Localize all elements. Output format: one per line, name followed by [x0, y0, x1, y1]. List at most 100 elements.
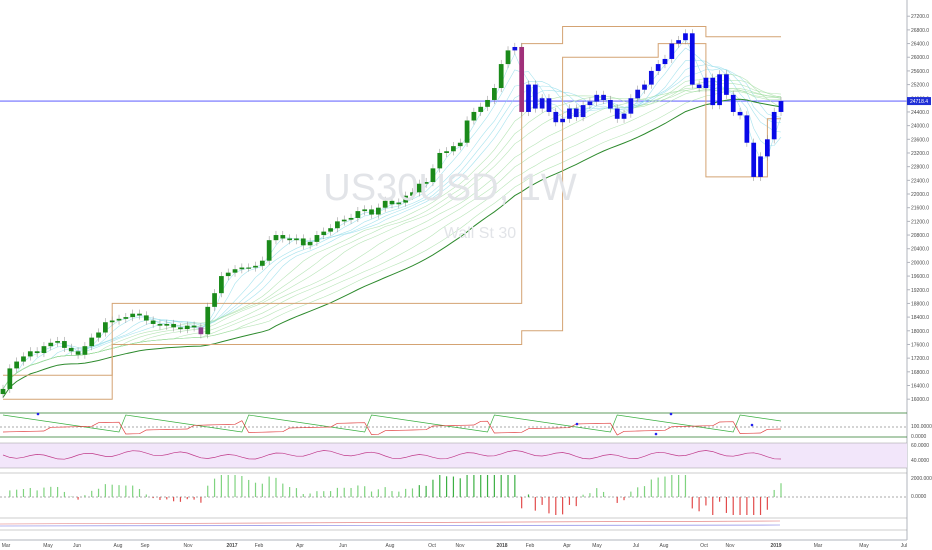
candle-body[interactable] — [444, 151, 449, 153]
candle-body[interactable] — [642, 84, 647, 90]
candle-body[interactable] — [737, 111, 743, 116]
candle-body[interactable] — [505, 50, 511, 65]
candle-body[interactable] — [614, 108, 620, 119]
candle-body[interactable] — [307, 241, 313, 246]
candle-body[interactable] — [662, 58, 668, 65]
candle-body[interactable] — [75, 351, 81, 355]
candle-body[interactable] — [300, 238, 306, 246]
candle-body[interactable] — [219, 276, 224, 294]
candle-body[interactable] — [478, 106, 484, 112]
candle-body[interactable] — [594, 94, 600, 102]
candle-body[interactable] — [669, 43, 675, 59]
candle-body[interactable] — [164, 323, 170, 326]
candle-body[interactable] — [560, 118, 565, 123]
candle-body[interactable] — [519, 46, 525, 112]
candle-body[interactable] — [587, 101, 593, 106]
candle-body[interactable] — [82, 346, 88, 355]
candle-body[interactable] — [710, 77, 716, 106]
candle-body[interactable] — [62, 341, 67, 348]
candle-body[interactable] — [410, 192, 415, 196]
oscillator-pane-4[interactable] — [0, 517, 907, 531]
candle-body[interactable] — [382, 200, 388, 208]
candle-body[interactable] — [730, 94, 736, 112]
candle-body[interactable] — [485, 99, 490, 107]
candle-body[interactable] — [580, 105, 586, 118]
oscillator-pane-3[interactable] — [0, 472, 907, 515]
candle-body[interactable] — [280, 235, 286, 239]
candle-body[interactable] — [27, 351, 33, 357]
candle-body[interactable] — [287, 238, 292, 241]
candle-body[interactable] — [778, 101, 784, 112]
candle-body[interactable] — [451, 146, 456, 152]
candle-body[interactable] — [717, 74, 722, 106]
candle-body[interactable] — [123, 317, 129, 319]
candle-body[interactable] — [512, 46, 518, 51]
candle-body[interactable] — [464, 120, 470, 143]
candle-body[interactable] — [403, 195, 409, 203]
candle-body[interactable] — [751, 142, 757, 177]
candle-body[interactable] — [724, 74, 729, 95]
candle-body[interactable] — [198, 327, 204, 335]
candle-body[interactable] — [266, 240, 272, 261]
candle-body[interactable] — [389, 200, 395, 205]
candle-body[interactable] — [7, 368, 13, 389]
candle-body[interactable] — [14, 361, 20, 369]
candle-body[interactable] — [744, 115, 750, 143]
candle-body[interactable] — [89, 337, 95, 347]
candle-body[interactable] — [143, 315, 149, 321]
candle-body[interactable] — [492, 88, 497, 100]
candle-body[interactable] — [225, 272, 231, 277]
candle-body[interactable] — [771, 111, 777, 140]
candle-body[interactable] — [21, 356, 26, 362]
candle-body[interactable] — [246, 267, 252, 269]
candle-body[interactable] — [573, 108, 579, 118]
candle-body[interactable] — [178, 327, 183, 330]
candle-body[interactable] — [205, 306, 211, 335]
candle-body[interactable] — [321, 231, 327, 236]
candle-body[interactable] — [655, 64, 661, 71]
candle-body[interactable] — [539, 98, 545, 109]
candle-body[interactable] — [416, 183, 422, 193]
candle-body[interactable] — [68, 347, 74, 352]
candle-body[interactable] — [532, 84, 538, 109]
candle-body[interactable] — [137, 313, 142, 316]
candle-body[interactable] — [764, 139, 770, 157]
candle-body[interactable] — [328, 228, 333, 232]
candle-body[interactable] — [34, 351, 40, 354]
candle-body[interactable] — [239, 267, 245, 270]
candle-body[interactable] — [635, 89, 641, 99]
candle-body[interactable] — [0, 388, 6, 395]
candle-body[interactable] — [375, 207, 381, 215]
candle-body[interactable] — [648, 70, 654, 85]
candle-body[interactable] — [553, 111, 559, 123]
candle-body[interactable] — [348, 217, 354, 220]
candle-body[interactable] — [689, 33, 695, 85]
candle-body[interactable] — [232, 269, 238, 273]
candle-body[interactable] — [259, 260, 265, 266]
candle-body[interactable] — [273, 235, 279, 241]
candle-body[interactable] — [253, 265, 258, 268]
candle-body[interactable] — [683, 33, 688, 41]
candle-body[interactable] — [116, 318, 122, 321]
candle-body[interactable] — [608, 99, 613, 109]
price-pane[interactable] — [0, 26, 907, 400]
oscillator-pane-1[interactable] — [0, 412, 907, 438]
candle-body[interactable] — [430, 168, 436, 183]
candle-body[interactable] — [335, 221, 340, 229]
candle-body[interactable] — [471, 111, 477, 121]
candle-body[interactable] — [96, 332, 101, 338]
candle-body[interactable] — [526, 84, 531, 112]
candle-body[interactable] — [362, 209, 368, 212]
candle-body[interactable] — [628, 98, 634, 114]
candle-body[interactable] — [676, 40, 681, 44]
candle-body[interactable] — [191, 325, 197, 328]
candle-body[interactable] — [109, 320, 115, 323]
candle-body[interactable] — [184, 325, 190, 330]
candle-body[interactable] — [601, 94, 606, 100]
candle-body[interactable] — [48, 342, 54, 347]
candle-body[interactable] — [546, 98, 552, 112]
candle-body[interactable] — [103, 322, 108, 333]
candle-body[interactable] — [130, 313, 136, 318]
candle-body[interactable] — [341, 219, 347, 222]
